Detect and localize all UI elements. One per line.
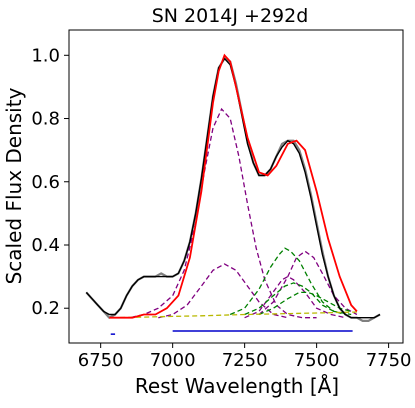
y-tick-label-4: 1.0 [31,45,60,66]
y-tick-label-2: 0.6 [31,172,60,193]
series-3-component [115,107,317,319]
series-7-component [229,247,352,316]
y-axis-ticks: 0.2 0.4 0.6 0.8 1.0 [31,45,69,319]
series-4-component [158,263,288,319]
chart-title: SN 2014J +292d [152,5,309,27]
y-tick-label-1: 0.4 [31,235,60,256]
series-1-smoothed [85,57,381,319]
y-tick-label-0: 0.2 [31,298,60,319]
series-0-observed [85,57,381,322]
x-tick-label-3: 7500 [294,350,340,371]
series-2-total-fit [109,53,358,319]
plot-frame [68,29,404,344]
x-tick-label-4: 7750 [366,350,412,371]
x-tick-label-1: 7000 [150,350,196,371]
x-axis-label: Rest Wavelength [Å] [135,374,339,398]
plot-area [85,53,381,335]
x-tick-label-2: 7250 [222,350,268,371]
y-tick-label-3: 0.8 [31,109,60,130]
y-axis-label: Scaled Flux Density [2,87,26,284]
x-tick-label-0: 6750 [78,350,124,371]
series-10-component [112,311,357,319]
series-8-component [244,282,346,316]
x-axis-ticks: 6750 7000 7250 7500 7750 [78,343,412,371]
series-5-component [244,275,346,319]
